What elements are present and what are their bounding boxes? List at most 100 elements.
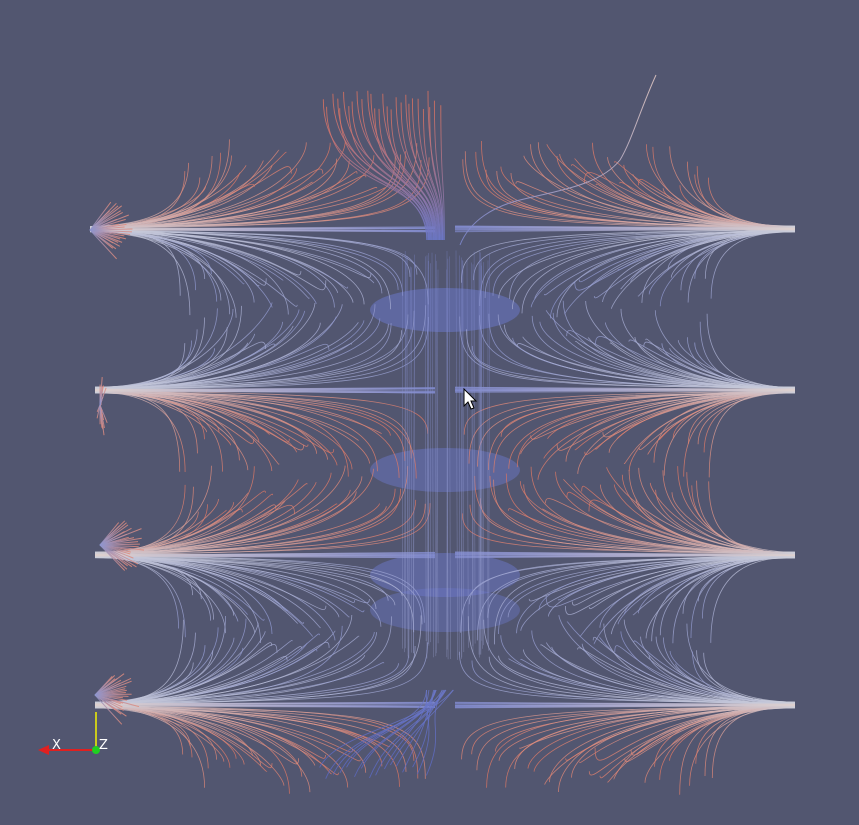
streamline	[521, 229, 796, 314]
streamline	[694, 174, 796, 229]
streamline	[94, 506, 387, 555]
streamline	[94, 465, 346, 553]
streamline	[370, 93, 435, 241]
streamline	[579, 705, 796, 763]
streamline	[466, 259, 469, 648]
streamline	[520, 389, 796, 455]
streamline	[440, 105, 445, 241]
streamline	[99, 528, 142, 546]
streamline	[94, 314, 409, 388]
streamline	[94, 503, 426, 556]
streamline	[89, 159, 422, 229]
streamline	[94, 323, 389, 389]
streamline	[378, 108, 436, 241]
streamline	[94, 554, 350, 618]
streamline	[94, 705, 419, 779]
streamline	[325, 689, 454, 779]
streamline	[523, 484, 796, 553]
streamline	[404, 261, 406, 653]
streamline	[94, 554, 239, 622]
streamline	[533, 705, 796, 772]
streamline	[89, 211, 123, 231]
streamline	[683, 392, 796, 477]
streamline	[326, 106, 428, 241]
streamline	[94, 556, 356, 603]
streamline	[94, 640, 293, 706]
streamline	[94, 387, 436, 391]
streamline	[94, 707, 376, 746]
streamline	[94, 388, 436, 392]
streamline	[94, 501, 286, 553]
streamline	[413, 261, 415, 654]
streamline	[89, 205, 123, 231]
mouse-pointer-icon	[463, 388, 478, 410]
streamline	[386, 106, 437, 241]
streamline	[99, 377, 103, 406]
streamline	[99, 544, 134, 559]
streamline	[390, 689, 454, 766]
streamline	[89, 230, 335, 308]
streamline	[687, 337, 796, 390]
streamline	[661, 343, 796, 389]
streamline	[446, 269, 449, 660]
streamline	[322, 99, 428, 241]
streamline	[94, 389, 378, 472]
streamline	[89, 229, 383, 294]
streamline	[94, 555, 436, 559]
streamline	[426, 253, 429, 659]
streamline	[356, 91, 433, 241]
streamline	[94, 637, 235, 704]
streamline	[459, 74, 657, 246]
streamline	[585, 300, 796, 390]
streamline	[565, 390, 796, 462]
streamline	[581, 643, 796, 706]
streamline	[473, 229, 796, 281]
streamline	[383, 689, 430, 770]
streamline	[319, 689, 443, 768]
streamline	[94, 704, 209, 769]
streamline	[407, 256, 409, 657]
streamline	[687, 161, 796, 229]
streamline	[558, 615, 796, 706]
streamline	[587, 337, 796, 390]
streamline	[94, 509, 319, 555]
streamline	[408, 266, 411, 659]
streamline	[99, 544, 126, 571]
streamline	[89, 229, 117, 260]
streamline	[473, 251, 476, 644]
streamline	[94, 316, 429, 390]
streamline	[375, 689, 447, 776]
streamline	[94, 556, 403, 596]
streamline	[557, 556, 796, 601]
streamline	[94, 504, 277, 555]
streamline	[89, 142, 331, 230]
streamline	[339, 689, 427, 774]
streamline	[454, 551, 796, 556]
streamline	[481, 140, 796, 227]
streamline	[588, 229, 796, 287]
streamline	[417, 98, 442, 241]
streamline	[571, 556, 796, 606]
streamline	[94, 680, 132, 696]
streamline	[694, 231, 796, 279]
streamline	[493, 479, 796, 555]
streamline	[99, 537, 142, 546]
streamline	[454, 386, 796, 390]
streamline	[99, 387, 107, 406]
streamline	[89, 230, 181, 296]
streamline	[94, 553, 436, 557]
streamline	[89, 228, 436, 232]
streamline	[94, 705, 436, 708]
streamline	[94, 491, 357, 554]
streamline	[94, 343, 276, 390]
streamline	[89, 158, 338, 230]
streamline	[584, 390, 796, 456]
streamline	[454, 702, 796, 706]
streamline	[94, 390, 270, 435]
streamline	[422, 108, 443, 241]
streamline	[471, 262, 474, 647]
streamline	[416, 689, 430, 775]
streamline	[94, 323, 392, 389]
